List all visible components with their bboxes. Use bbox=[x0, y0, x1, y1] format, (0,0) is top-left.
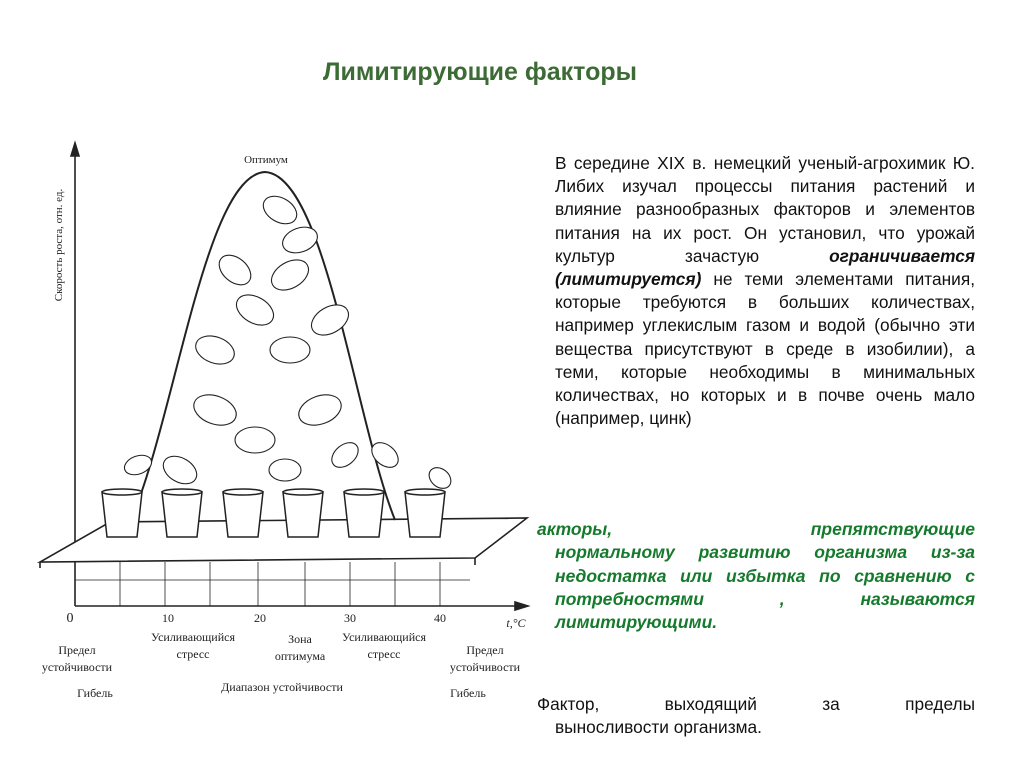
paragraph-text: не теми элементами питания, которые треб… bbox=[555, 269, 975, 429]
zone-label: устойчивости bbox=[450, 660, 521, 674]
definition-rest: нормальному развитию организма из-за нед… bbox=[555, 542, 975, 633]
x-axis-arrow bbox=[514, 600, 531, 612]
zone-label: Зона bbox=[288, 632, 312, 646]
x-tick: 0 bbox=[67, 611, 74, 626]
grid-lines bbox=[75, 562, 470, 606]
definition-first-line: акторы, препятствующие bbox=[537, 519, 975, 539]
peak-label: Оптимум bbox=[244, 154, 288, 166]
zone-label: Предел bbox=[466, 643, 503, 657]
x-tick: 30 bbox=[344, 611, 356, 625]
x-tick: 40 bbox=[434, 611, 446, 625]
zone-label: Диапазон устойчивости bbox=[221, 680, 343, 694]
zone-label: Гибель bbox=[450, 686, 486, 700]
factor-definition: Фактор, выходящий за пределы выносливости… bbox=[537, 693, 975, 740]
zone-label: стресс bbox=[177, 647, 210, 661]
zone-label: оптимума bbox=[275, 649, 326, 663]
pots bbox=[101, 488, 446, 538]
tolerance-diagram: Скорость роста, отн. ед. Оптимум 0 10 20… bbox=[36, 140, 531, 700]
definition-rest: выносливости организма. bbox=[555, 717, 762, 738]
x-unit: t,°C bbox=[506, 616, 526, 630]
tolerance-curve bbox=[129, 170, 396, 523]
x-tick: 20 bbox=[254, 611, 266, 625]
y-axis-arrow bbox=[69, 140, 81, 157]
definition-first-line: Фактор, выходящий за пределы bbox=[537, 694, 975, 714]
zone-label: Усиливающийся bbox=[151, 630, 235, 644]
liebig-paragraph: В середине XIX в. немецкий ученый-агрохи… bbox=[555, 152, 975, 430]
limiting-factor-definition: акторы, препятствующие нормальному развит… bbox=[537, 518, 975, 634]
y-axis-label: Скорость роста, отн. ед. bbox=[53, 189, 65, 302]
zone-label: стресс bbox=[368, 647, 401, 661]
x-tick: 10 bbox=[162, 611, 174, 625]
zone-label: Гибель bbox=[77, 686, 113, 700]
paragraph-emphasis: ограничивается (лимитируется) bbox=[555, 245, 975, 290]
zone-label: Усиливающийся bbox=[342, 630, 426, 644]
slide-title: Лимитирующие факторы bbox=[323, 58, 637, 86]
zone-label: устойчивости bbox=[42, 660, 113, 674]
leaves bbox=[123, 195, 452, 489]
zone-label: Предел bbox=[58, 643, 95, 657]
paragraph-text: В середине XIX в. немецкий ученый-агрохи… bbox=[555, 153, 975, 266]
